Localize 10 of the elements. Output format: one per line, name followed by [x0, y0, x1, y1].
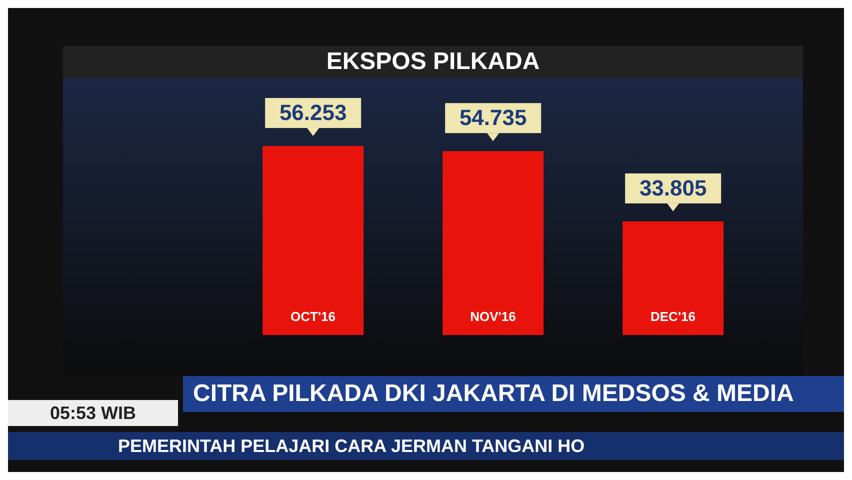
- data-label: 33.805: [639, 175, 707, 200]
- x-tick-label: OCT'16: [290, 309, 336, 324]
- data-label: 56.253: [279, 100, 347, 125]
- text: CITRA PILKADA DKI JAKARTA DI MEDSOS & MEDIA: [192, 379, 795, 409]
- text: PEMERINTAH PELAJARI CARA JERMAN TANGANI HO: [117, 435, 586, 458]
- x-tick-label: NOV'16: [470, 309, 516, 324]
- text: 05:53 WIB: [8, 400, 178, 426]
- chart-title: EKSPOS PILKADA: [63, 46, 803, 78]
- x-tick-label: DEC'16: [650, 309, 696, 324]
- data-label: 54.735: [459, 105, 527, 130]
